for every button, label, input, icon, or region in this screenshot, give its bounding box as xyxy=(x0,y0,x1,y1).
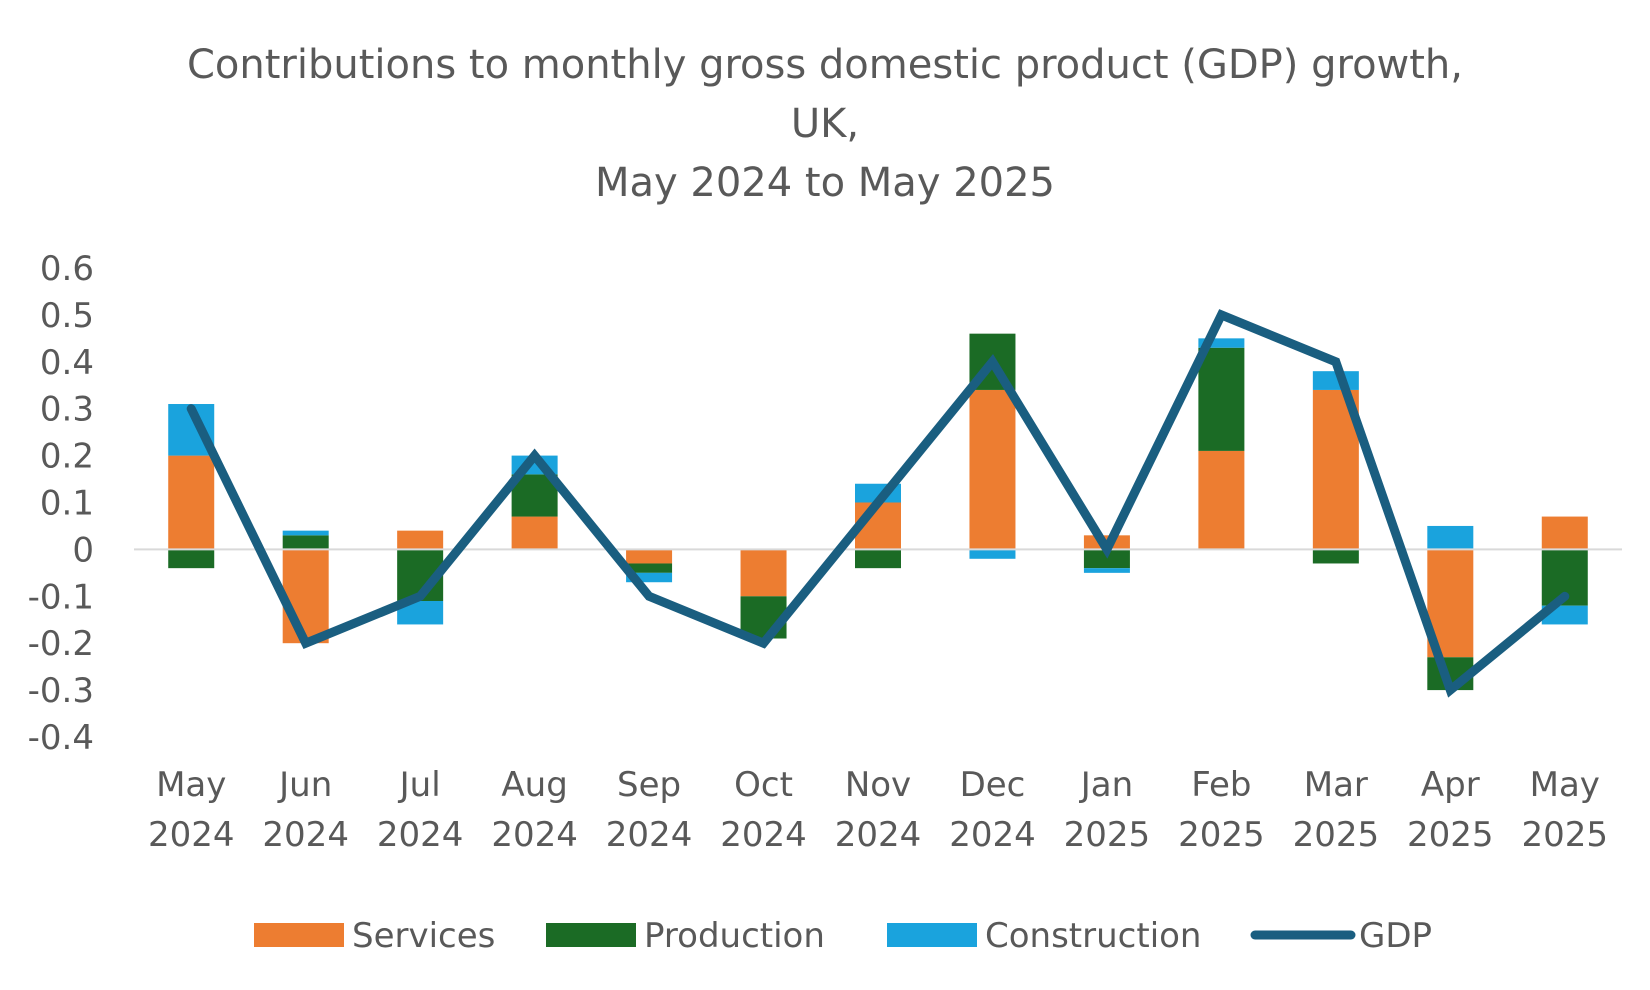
x-tick-label-year: 2025 xyxy=(1064,815,1151,855)
bar-construction xyxy=(1198,338,1245,348)
bar-production xyxy=(855,549,901,569)
x-tick-label-month: Oct xyxy=(734,765,793,805)
bar-services xyxy=(397,530,444,550)
y-tick-label: -0.4 xyxy=(28,718,94,758)
bar-services xyxy=(740,549,787,597)
bar-production xyxy=(1083,549,1130,569)
x-tick-label-month: Aug xyxy=(501,765,567,805)
bar-services xyxy=(969,389,1016,550)
y-axis: 0.6 0.5 0.4 0.3 0.2 0.1 0 -0.1 -0.2 -0.3 -0.4 xyxy=(28,249,94,758)
x-tick-label-month: Mar xyxy=(1304,765,1368,805)
x-tick-label-month: May xyxy=(1530,765,1600,805)
legend-label-services: Services xyxy=(352,916,495,956)
x-tick-label-month: Nov xyxy=(845,765,911,805)
x-tick-label-year: 2025 xyxy=(1178,815,1265,855)
bar-construction xyxy=(1083,568,1130,573)
bar-production xyxy=(1198,347,1245,451)
chart-title: Contributions to monthly gross domestic … xyxy=(187,42,1463,206)
x-tick-label-year: 2024 xyxy=(148,815,235,855)
legend-label-production: Production xyxy=(644,916,825,956)
x-tick-label-year: 2024 xyxy=(377,815,464,855)
bar-services xyxy=(511,516,558,550)
legend-item-gdp: GDP xyxy=(1250,916,1432,956)
x-tick-label-month: Jan xyxy=(1079,765,1133,805)
legend-item-services: Services xyxy=(254,916,495,956)
y-tick-label: 0.1 xyxy=(40,484,94,524)
chart-title-line-3: May 2024 to May 2025 xyxy=(595,160,1055,206)
legend-item-construction: Construction xyxy=(887,916,1201,956)
x-tick-label-year: 2024 xyxy=(949,815,1036,855)
x-tick-label-year: 2025 xyxy=(1293,815,1380,855)
y-tick-label: 0.3 xyxy=(40,390,94,430)
bar-construction xyxy=(397,600,444,625)
x-tick-label-year: 2024 xyxy=(606,815,693,855)
bar-construction xyxy=(282,530,329,536)
y-tick-label: -0.3 xyxy=(28,671,94,711)
x-tick-label-month: Feb xyxy=(1191,765,1251,805)
bar-production xyxy=(282,535,329,550)
y-tick-label: 0.4 xyxy=(40,343,94,383)
x-tick-label-month: Sep xyxy=(617,765,681,805)
x-tick-label-month: Jun xyxy=(277,765,332,805)
x-tick-label-month: Jul xyxy=(398,765,441,805)
gdp-line-group xyxy=(186,309,1570,698)
y-tick-label: 0.2 xyxy=(40,437,94,477)
x-tick-label-year: 2024 xyxy=(262,815,349,855)
bar-services xyxy=(1198,450,1245,550)
chart-title-line-1: Contributions to monthly gross domestic … xyxy=(187,42,1463,88)
x-axis: May 2024 Jun 2024 Jul 2024 Aug 2024 Sep 2024 Oct 20… xyxy=(148,765,1608,855)
bar-services xyxy=(1541,516,1588,550)
legend: Services Production Construction GDP xyxy=(254,916,1432,956)
bar-series-group xyxy=(168,333,1588,691)
bar-construction xyxy=(1427,525,1474,550)
legend-swatch-services xyxy=(254,923,344,947)
x-tick-label-month: Dec xyxy=(960,765,1026,805)
chart-title-line-2: UK, xyxy=(791,101,859,147)
y-tick-label: -0.2 xyxy=(28,624,94,664)
bar-production xyxy=(626,563,673,573)
bar-services xyxy=(282,549,329,644)
x-tick-label-year: 2025 xyxy=(1522,815,1609,855)
legend-item-production: Production xyxy=(546,916,825,956)
bar-production xyxy=(168,549,215,569)
bar-services xyxy=(168,455,215,550)
y-tick-label: 0.6 xyxy=(40,249,94,289)
x-tick-label-year: 2024 xyxy=(835,815,922,855)
y-tick-label: -0.1 xyxy=(28,577,94,617)
bar-production xyxy=(1312,549,1359,564)
legend-label-construction: Construction xyxy=(985,916,1201,956)
legend-swatch-construction xyxy=(887,923,977,947)
bar-construction xyxy=(626,572,673,583)
x-tick-label-year: 2024 xyxy=(720,815,807,855)
y-tick-label: 0 xyxy=(72,530,94,570)
bar-construction xyxy=(969,549,1016,559)
legend-label-gdp: GDP xyxy=(1359,916,1432,956)
bar-services xyxy=(626,549,673,564)
x-tick-label-year: 2025 xyxy=(1407,815,1494,855)
x-tick-label-month: May xyxy=(156,765,226,805)
y-tick-label: 0.5 xyxy=(40,296,94,336)
x-tick-label-month: Apr xyxy=(1421,765,1480,805)
legend-swatch-production xyxy=(546,923,636,947)
x-tick-label-year: 2024 xyxy=(491,815,578,855)
